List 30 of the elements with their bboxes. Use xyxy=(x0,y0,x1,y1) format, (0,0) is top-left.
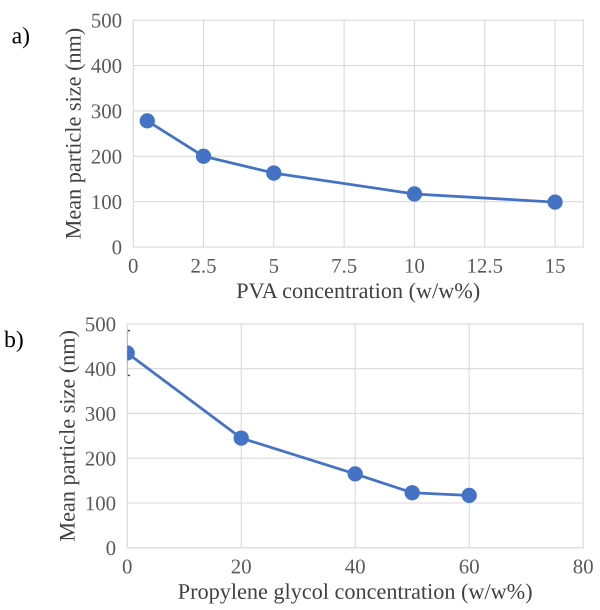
x-tick-label: 80 xyxy=(574,559,593,574)
x-tick-label: 20 xyxy=(232,559,251,574)
y-tick-label: 200 xyxy=(92,150,122,164)
x-tick-label: 2.5 xyxy=(191,258,216,273)
y-tick-label: 300 xyxy=(92,104,122,118)
y-tick-label: 100 xyxy=(92,195,122,210)
x-axis-title: PVA concentration (w/w%) xyxy=(236,282,480,303)
text: b) xyxy=(4,330,23,352)
x-tick-label: 15 xyxy=(546,258,565,273)
y-tick-label: 300 xyxy=(86,406,116,421)
x-tick-label: 0 xyxy=(128,258,138,273)
y-axis-title: Mean particle size (nm) xyxy=(65,28,86,239)
y-tick-label: 400 xyxy=(85,362,116,376)
x-tick-label: 60 xyxy=(460,559,479,574)
x-tick-label: 12.5 xyxy=(468,258,502,273)
x-tick-label: 40 xyxy=(345,559,365,574)
x-tick-label: 0 xyxy=(122,559,132,574)
x-tick-label: 5 xyxy=(270,258,278,273)
y-tick-label: 0 xyxy=(112,240,122,254)
y-tick-label: 0 xyxy=(106,541,116,556)
y-tick-label: 500 xyxy=(92,14,122,28)
y-axis-title: Mean particle size (nm) xyxy=(59,331,80,542)
x-axis-title: Propylene glycol concentration (w/w%) xyxy=(178,583,532,604)
y-tick-label: 400 xyxy=(91,58,122,73)
x-tick-label: 7.5 xyxy=(332,258,356,273)
x-tick-label: 10 xyxy=(406,258,424,273)
y-tick-label: 100 xyxy=(86,496,116,510)
y-tick-label: 200 xyxy=(86,452,116,466)
text: a) xyxy=(12,26,30,48)
y-tick-label: 500 xyxy=(86,317,116,332)
